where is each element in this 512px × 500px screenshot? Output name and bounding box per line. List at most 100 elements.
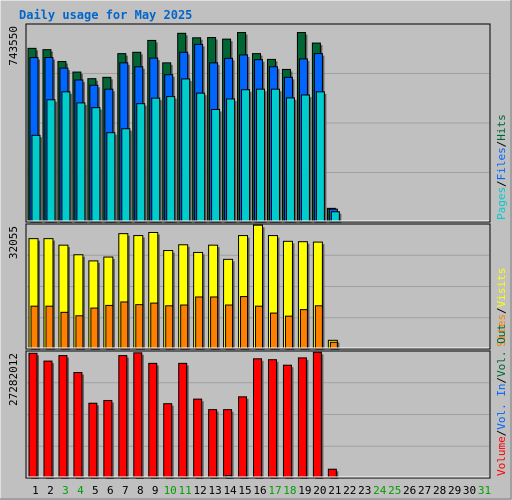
legend-separator: / bbox=[495, 377, 508, 384]
legend-separator: / bbox=[495, 430, 508, 437]
x-tick-label-day-3: 3 bbox=[62, 484, 69, 497]
bar-pages-day-12 bbox=[196, 92, 206, 222]
x-tick-label-day-13: 13 bbox=[208, 484, 221, 497]
x-tick-label-day-20: 20 bbox=[313, 484, 326, 497]
bar-sites-day-5 bbox=[90, 307, 99, 349]
bar-pages-day-2 bbox=[46, 99, 56, 222]
bar-volume-day-4 bbox=[73, 372, 83, 478]
x-tick-label-day-24: 24 bbox=[373, 484, 387, 497]
bar-pages-day-16 bbox=[256, 88, 266, 222]
bar-sites-day-21 bbox=[329, 341, 338, 349]
x-tick-label-day-9: 9 bbox=[152, 484, 159, 497]
bar-sites-day-18 bbox=[284, 315, 293, 349]
bar-volume-day-18 bbox=[282, 364, 292, 478]
bar-sites-day-16 bbox=[255, 305, 264, 349]
legend-entry-pages: Pages bbox=[495, 187, 508, 220]
bar-volume-day-19 bbox=[297, 357, 307, 478]
bar-pages-day-11 bbox=[181, 78, 191, 222]
bar-sites-day-4 bbox=[75, 315, 84, 349]
bar-volume-day-8 bbox=[133, 352, 143, 478]
x-tick-label-day-25: 25 bbox=[388, 484, 401, 497]
bar-pages-day-10 bbox=[166, 96, 176, 222]
bar-volume-day-7 bbox=[118, 355, 128, 478]
x-tick-label-day-4: 4 bbox=[77, 484, 84, 497]
legend-entry-vol-in: Vol. In bbox=[495, 383, 508, 429]
x-tick-label-day-16: 16 bbox=[253, 484, 266, 497]
bar-pages-day-3 bbox=[61, 91, 71, 222]
bar-volume-day-9 bbox=[148, 362, 158, 478]
bar-volume-day-13 bbox=[208, 409, 218, 478]
x-tick-label-day-5: 5 bbox=[92, 484, 99, 497]
legend-separator: / bbox=[495, 141, 508, 148]
x-tick-label-day-6: 6 bbox=[107, 484, 114, 497]
bar-sites-day-20 bbox=[314, 305, 323, 349]
bar-pages-day-5 bbox=[91, 107, 101, 222]
x-tick-label-day-10: 10 bbox=[164, 484, 177, 497]
legend-entry-hits: Hits bbox=[495, 114, 508, 141]
bar-pages-day-14 bbox=[226, 98, 236, 222]
chart-panels: 743550Pages/Files/Hits32055Sites/Visits2… bbox=[7, 23, 508, 479]
x-tick-label-day-12: 12 bbox=[194, 484, 207, 497]
bar-volume-day-3 bbox=[58, 355, 68, 478]
panel-visits-sites-frame bbox=[25, 223, 491, 350]
x-tick-label-day-26: 26 bbox=[403, 484, 416, 497]
x-tick-label-day-17: 17 bbox=[268, 484, 281, 497]
x-tick-label-day-21: 21 bbox=[328, 484, 341, 497]
x-axis-labels: 1 2 3 4 5 6 7 8 9 10 11 12 13 14 15 16 17 18 19 20 21 22 23 24 2… bbox=[32, 484, 491, 497]
x-tick-label-day-23: 23 bbox=[358, 484, 371, 497]
x-tick-label-day-31: 31 bbox=[478, 484, 491, 497]
x-tick-label-day-14: 14 bbox=[223, 484, 237, 497]
legend-separator: / bbox=[495, 307, 508, 314]
legend-separator: / bbox=[495, 180, 508, 187]
bar-sites-day-19 bbox=[299, 309, 308, 349]
legend-entry-volume: Volume bbox=[495, 436, 508, 476]
legend-entry-files: Files bbox=[495, 147, 508, 180]
bar-volume-day-15 bbox=[238, 396, 248, 478]
bar-pages-day-1 bbox=[31, 134, 41, 222]
x-tick-label-day-29: 29 bbox=[448, 484, 461, 497]
bar-pages-day-15 bbox=[241, 89, 251, 222]
bar-sites-day-1 bbox=[30, 305, 39, 349]
x-tick-label-day-18: 18 bbox=[283, 484, 296, 497]
panel-volume-frame bbox=[25, 350, 491, 479]
bar-volume-day-5 bbox=[88, 402, 98, 478]
bar-volume-day-20 bbox=[312, 351, 322, 478]
y-axis-max-label: 32055 bbox=[7, 226, 20, 259]
bar-volume-day-16 bbox=[253, 358, 263, 478]
bar-sites-day-9 bbox=[150, 302, 159, 349]
bar-pages-day-21 bbox=[330, 211, 340, 222]
x-tick-label-day-22: 22 bbox=[343, 484, 356, 497]
bar-pages-day-9 bbox=[151, 97, 161, 222]
bar-volume-day-14 bbox=[223, 409, 233, 478]
x-tick-label-day-28: 28 bbox=[433, 484, 446, 497]
bar-sites-day-15 bbox=[240, 296, 249, 349]
x-tick-label-day-15: 15 bbox=[238, 484, 251, 497]
legend-entry-vol-out: Vol. Out bbox=[495, 324, 508, 377]
bar-sites-day-8 bbox=[135, 304, 144, 349]
y-axis-max-label: 27282012 bbox=[7, 353, 20, 406]
bar-pages-day-8 bbox=[136, 103, 146, 222]
bar-volume-day-21 bbox=[327, 468, 337, 478]
x-tick-label-day-11: 11 bbox=[179, 484, 192, 497]
panel-hits-files-pages-frame bbox=[25, 23, 491, 223]
bar-volume-day-12 bbox=[193, 398, 203, 478]
bar-volume-day-17 bbox=[267, 359, 277, 478]
bar-pages-day-20 bbox=[315, 91, 325, 222]
bar-volume-day-1 bbox=[28, 352, 38, 478]
x-tick-label-day-19: 19 bbox=[298, 484, 311, 497]
bar-pages-day-19 bbox=[300, 94, 310, 222]
bar-volume-day-10 bbox=[163, 403, 173, 478]
x-tick-label-day-2: 2 bbox=[47, 484, 54, 497]
bar-sites-day-3 bbox=[60, 311, 69, 349]
panel-visits-sites: 32055 Sites/Visits bbox=[7, 223, 508, 350]
x-tick-label-day-7: 7 bbox=[122, 484, 129, 497]
bar-sites-day-11 bbox=[180, 304, 189, 349]
bar-sites-day-7 bbox=[120, 301, 129, 349]
bar-volume-day-11 bbox=[178, 362, 188, 478]
bar-pages-day-7 bbox=[121, 128, 131, 222]
bar-volume-day-2 bbox=[43, 360, 53, 478]
x-tick-label-day-1: 1 bbox=[32, 484, 39, 497]
